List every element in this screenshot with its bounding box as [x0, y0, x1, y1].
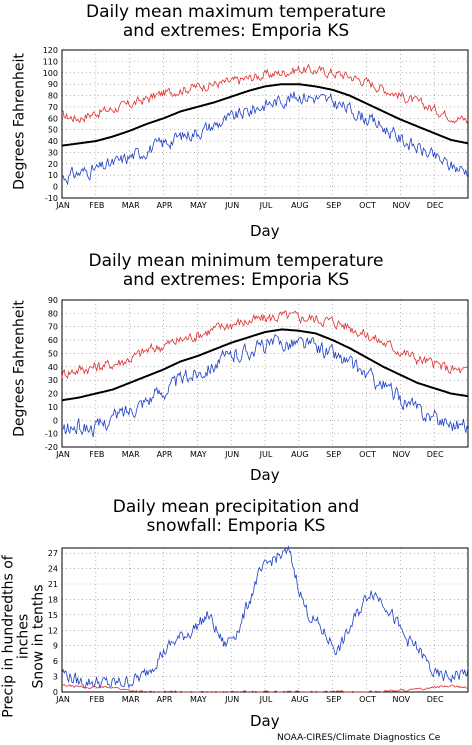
x-tick-label: NOV	[393, 201, 411, 210]
y-tick-label: 50	[48, 126, 58, 135]
x-tick-label: SEP	[326, 695, 341, 704]
y-tick-label: 6	[53, 657, 58, 666]
y-tick-label: 30	[48, 376, 58, 385]
x-tick-label: APR	[157, 695, 173, 704]
y-tick-label: 60	[48, 114, 58, 123]
series-line-precip	[61, 545, 469, 689]
y-tick-label: 70	[48, 103, 58, 112]
y-tick-label: 120	[43, 46, 58, 55]
series-line-mean	[61, 328, 469, 402]
y-tick-label: 50	[48, 349, 58, 358]
x-tick-label: MAR	[122, 450, 140, 459]
x-tick-label: MAR	[122, 201, 140, 210]
y-tick-label: 18	[48, 595, 58, 604]
plot-frame	[61, 547, 469, 693]
y-tick-label: 0	[53, 183, 58, 192]
y-tick-label: -20	[45, 443, 58, 452]
x-tick-label: APR	[157, 450, 173, 459]
series-line-high	[61, 310, 469, 380]
chart1-title: Daily mean maximum temperature and extre…	[86, 2, 386, 41]
chart2-xlabel: Day	[250, 466, 280, 484]
x-tick-label: NOV	[393, 450, 411, 459]
y-tick-label: 24	[48, 565, 58, 574]
y-tick-label: 110	[43, 57, 58, 66]
y-tick-label: 30	[48, 148, 58, 157]
x-tick-label: FEB	[89, 201, 104, 210]
x-tick-label: JAN	[55, 450, 70, 459]
y-tick-label: 0	[53, 416, 58, 425]
x-tick-label: OCT	[359, 695, 376, 704]
x-tick-label: AUG	[291, 695, 309, 704]
y-tick-label: -10	[45, 194, 58, 203]
y-tick-label: 20	[48, 390, 58, 399]
x-tick-label: SEP	[326, 201, 341, 210]
chart1-xlabel: Day	[250, 222, 280, 240]
x-tick-label: DEC	[427, 450, 444, 459]
y-tick-label: 9	[53, 642, 58, 651]
x-tick-label: FEB	[89, 450, 104, 459]
x-tick-label: OCT	[359, 201, 376, 210]
chart3-plot: 0 3 6 9 12 15 18 21 24 27 JAN FEB MAR APR MAY JUN JUL AUG…	[48, 545, 469, 704]
y-tick-label: 40	[48, 137, 58, 146]
y-tick-label: 60	[48, 336, 58, 345]
x-tick-label: JAN	[55, 201, 70, 210]
x-tick-label: JUL	[259, 201, 273, 210]
credit-text: NOAA-CIRES/Climate Diagnostics Ce	[277, 733, 441, 743]
x-tick-label: MAR	[122, 695, 140, 704]
x-tick-label: MAY	[190, 695, 207, 704]
x-tick-label: DEC	[427, 695, 444, 704]
y-tick-label: 10	[48, 171, 58, 180]
y-tick-label: 10	[48, 403, 58, 412]
plot-frame	[61, 299, 469, 448]
y-tick-label: 40	[48, 363, 58, 372]
chart2-title: Daily mean minimum temperature and extre…	[88, 251, 384, 290]
x-tick-label: JUN	[224, 201, 239, 210]
y-tick-label: 21	[48, 580, 58, 589]
x-tick-label: APR	[157, 201, 173, 210]
x-tick-label: JAN	[55, 695, 70, 704]
x-tick-label: JUN	[224, 450, 239, 459]
y-tick-label: 20	[48, 160, 58, 169]
series-line-high	[61, 63, 469, 125]
x-tick-label: MAY	[190, 201, 207, 210]
x-tick-label: OCT	[359, 450, 376, 459]
y-tick-label: 15	[48, 611, 58, 620]
chart1-plot: -10 0 10 20 30 40 50 60 70 80 90 100 110 120 JAN FEB MAR…	[43, 46, 469, 210]
chart3-title: Daily mean precipitation and snowfall: E…	[112, 497, 360, 536]
chart2-plot: -20 -10 0 10 20 30 40 50 60 70 80 90 JAN FEB MAR APR MAY…	[45, 296, 469, 459]
x-tick-label: JUL	[259, 450, 273, 459]
series-line-low	[61, 91, 469, 186]
y-tick-label: 3	[53, 673, 58, 682]
y-tick-label: 80	[48, 92, 58, 101]
y-tick-label: 0	[53, 688, 58, 697]
x-tick-label: MAY	[190, 450, 207, 459]
y-tick-label: 70	[48, 323, 58, 332]
chart3-xlabel: Day	[250, 712, 280, 730]
y-tick-label: 100	[43, 69, 58, 78]
series-line-low	[61, 333, 469, 438]
y-tick-label: 12	[48, 626, 58, 635]
series-line-snow	[61, 683, 469, 693]
x-tick-label: DEC	[427, 201, 444, 210]
y-tick-label: -10	[45, 430, 58, 439]
y-tick-label: 27	[48, 549, 58, 558]
y-tick-label: 90	[48, 296, 58, 305]
x-tick-label: JUL	[259, 695, 273, 704]
series-line-mean	[61, 83, 469, 147]
x-tick-label: NOV	[393, 695, 411, 704]
x-tick-label: FEB	[89, 695, 104, 704]
plot-frame	[61, 49, 469, 199]
y-tick-label: 90	[48, 80, 58, 89]
x-tick-label: SEP	[326, 450, 341, 459]
y-tick-label: 80	[48, 309, 58, 318]
x-tick-label: AUG	[291, 201, 309, 210]
x-tick-label: JUN	[224, 695, 239, 704]
x-tick-label: AUG	[291, 450, 309, 459]
